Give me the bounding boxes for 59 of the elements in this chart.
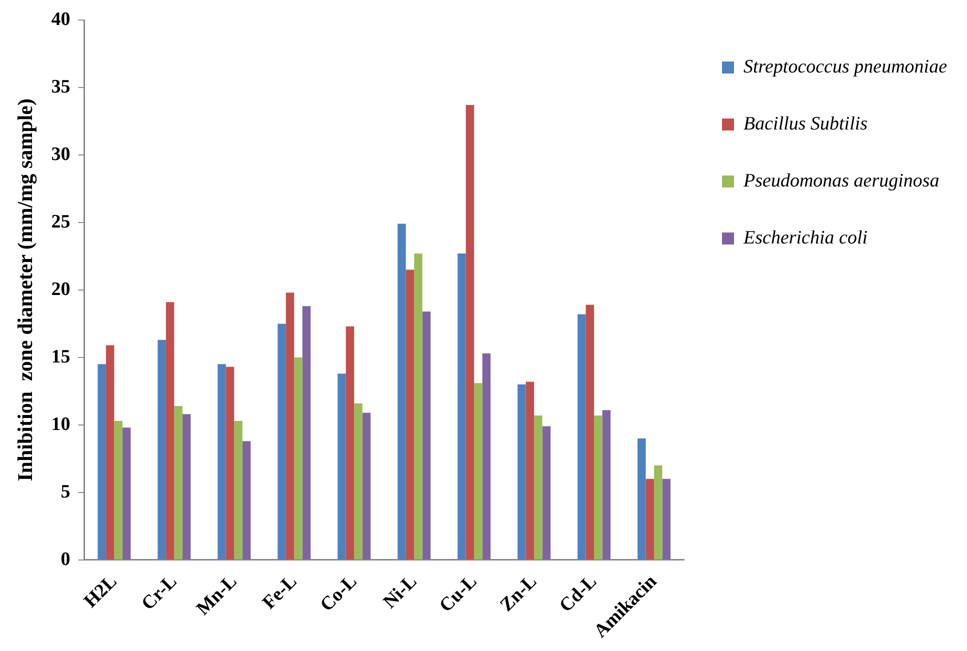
bar — [122, 428, 131, 560]
y-tick-label: 5 — [60, 481, 70, 502]
bar — [354, 403, 362, 560]
bar — [158, 340, 166, 560]
y-tick-label: 20 — [51, 278, 70, 300]
bar — [226, 366, 234, 560]
bar — [542, 426, 551, 560]
y-tick-label: 15 — [51, 346, 70, 368]
legend-label: Bacillus Subtilis — [744, 114, 868, 134]
bar — [338, 374, 346, 560]
bar — [218, 364, 226, 560]
bar — [602, 410, 611, 560]
bar — [346, 326, 354, 560]
bar — [594, 415, 602, 560]
bar — [578, 314, 586, 560]
bar — [638, 438, 646, 560]
bar — [286, 292, 294, 560]
legend-label: Pseudomonas aeruginosa — [742, 170, 940, 192]
legend-label: Escherichia coli — [742, 228, 868, 248]
bar — [174, 406, 182, 560]
y-tick-label: 0 — [60, 548, 70, 570]
legend-label: Streptococcus pneumoniae — [744, 56, 948, 78]
y-tick-label: 25 — [51, 211, 70, 232]
x-tick-label: Fe-L — [258, 571, 302, 614]
bar — [586, 304, 594, 560]
bar — [458, 254, 466, 560]
y-tick-label: 35 — [51, 76, 70, 98]
bar — [466, 105, 474, 560]
bar — [234, 420, 242, 560]
x-tick-label: H2L — [80, 571, 122, 612]
bar — [182, 414, 191, 560]
x-tick-label: Co-L — [316, 571, 362, 616]
bar — [518, 384, 526, 560]
bar — [526, 382, 534, 560]
bar — [534, 415, 542, 560]
bar — [482, 353, 491, 560]
bar — [654, 465, 662, 560]
y-axis-title: Inhibition zone diameter (mm/mg sample) — [13, 98, 38, 482]
y-tick-label: 40 — [51, 8, 70, 30]
bar — [278, 324, 286, 560]
bar — [406, 270, 414, 560]
bar — [662, 478, 671, 560]
bar — [114, 420, 122, 560]
bar — [474, 383, 482, 560]
y-tick-label: 10 — [51, 414, 70, 435]
bar — [646, 478, 654, 560]
bar — [98, 364, 106, 560]
y-tick-label: 30 — [51, 144, 70, 165]
x-tick-label: Ni-L — [379, 571, 422, 613]
bar — [362, 412, 371, 560]
bar — [302, 306, 311, 560]
bar — [106, 345, 114, 560]
bar — [166, 302, 174, 560]
x-tick-label: Cr-L — [138, 571, 182, 615]
bar — [242, 441, 251, 560]
bar — [422, 312, 431, 560]
bar — [414, 254, 422, 560]
bar — [398, 224, 406, 560]
bar — [294, 357, 302, 560]
